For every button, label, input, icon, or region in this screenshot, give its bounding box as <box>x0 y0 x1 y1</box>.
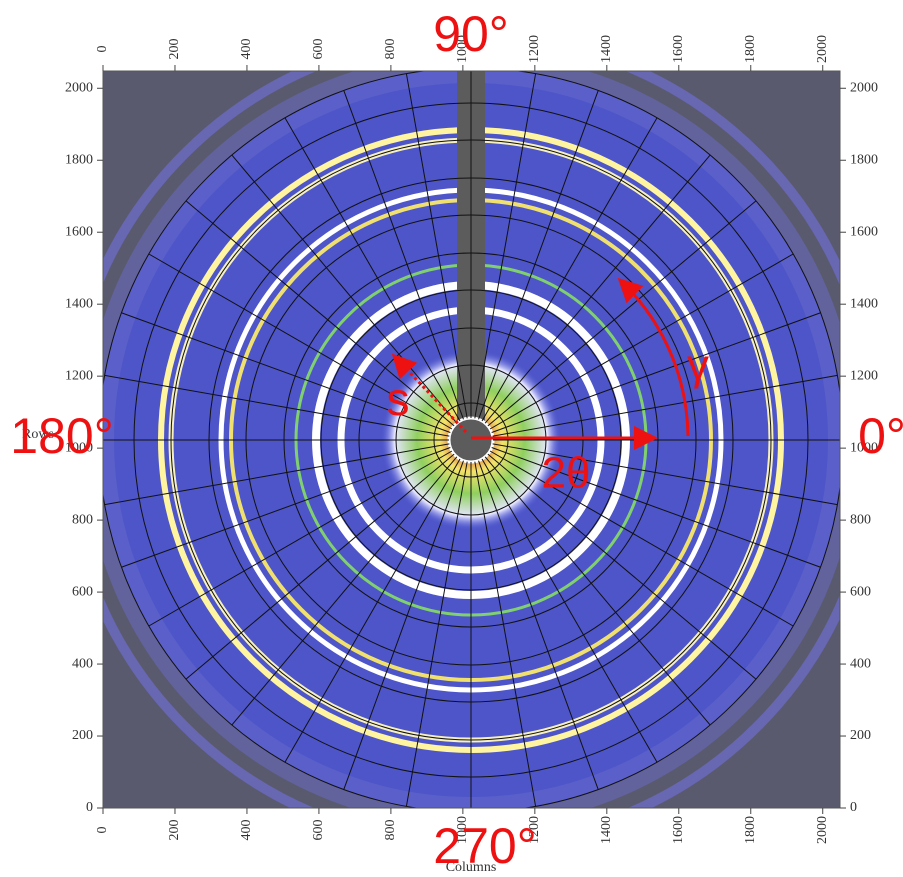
x-tick-label: 400 <box>239 39 254 60</box>
annotation-270: 270° <box>433 818 536 874</box>
annotation-two-theta: 2θ <box>542 449 591 498</box>
x-tick-label: 1200 <box>527 35 542 63</box>
x-tick-label: 1800 <box>743 816 758 844</box>
x-tick-label: 800 <box>383 820 398 841</box>
x-tick-label: 600 <box>311 39 326 60</box>
annotation-90: 90° <box>433 6 509 62</box>
annotation-0: 0° <box>858 408 903 464</box>
y-tick-label: 0 <box>850 800 857 815</box>
y-tick-label: 200 <box>72 728 93 743</box>
x-tick-label: 2000 <box>815 816 830 844</box>
y-tick-label: 400 <box>72 656 93 671</box>
y-tick-label: 1600 <box>850 224 878 239</box>
y-tick-label: 200 <box>850 728 871 743</box>
x-tick-label: 1400 <box>599 35 614 63</box>
y-tick-label: 1200 <box>65 368 93 383</box>
y-tick-label: 600 <box>72 584 93 599</box>
y-tick-label: 0 <box>86 800 93 815</box>
x-tick-label: 0 <box>95 46 110 53</box>
x-tick-label: 800 <box>383 39 398 60</box>
annotation-s: s <box>387 373 410 425</box>
x-tick-label: 600 <box>311 820 326 841</box>
x-tick-label: 1600 <box>671 35 686 63</box>
annotation-180: 180° <box>10 408 113 464</box>
y-tick-label: 400 <box>850 656 871 671</box>
x-tick-label: 200 <box>167 820 182 841</box>
y-tick-label: 800 <box>850 512 871 527</box>
annotation-gamma: γ <box>687 341 709 390</box>
y-tick-label: 1400 <box>65 296 93 311</box>
y-tick-label: 1400 <box>850 296 878 311</box>
x-tick-label: 2000 <box>815 35 830 63</box>
x-tick-label: 400 <box>239 820 254 841</box>
y-tick-label: 2000 <box>850 80 878 95</box>
y-tick-label: 1200 <box>850 368 878 383</box>
y-tick-label: 1600 <box>65 224 93 239</box>
detector-image <box>66 35 876 845</box>
x-tick-label: 1400 <box>599 816 614 844</box>
y-tick-label: 1800 <box>65 152 93 167</box>
y-tick-label: 800 <box>72 512 93 527</box>
y-tick-label: 1800 <box>850 152 878 167</box>
x-tick-label: 200 <box>167 39 182 60</box>
diffraction-figure: Columns Rows 002002004004006006008008001… <box>0 0 903 877</box>
x-tick-label: 0 <box>95 827 110 834</box>
x-tick-label: 1800 <box>743 35 758 63</box>
x-tick-label: 1600 <box>671 816 686 844</box>
y-tick-label: 2000 <box>65 80 93 95</box>
y-tick-label: 600 <box>850 584 871 599</box>
